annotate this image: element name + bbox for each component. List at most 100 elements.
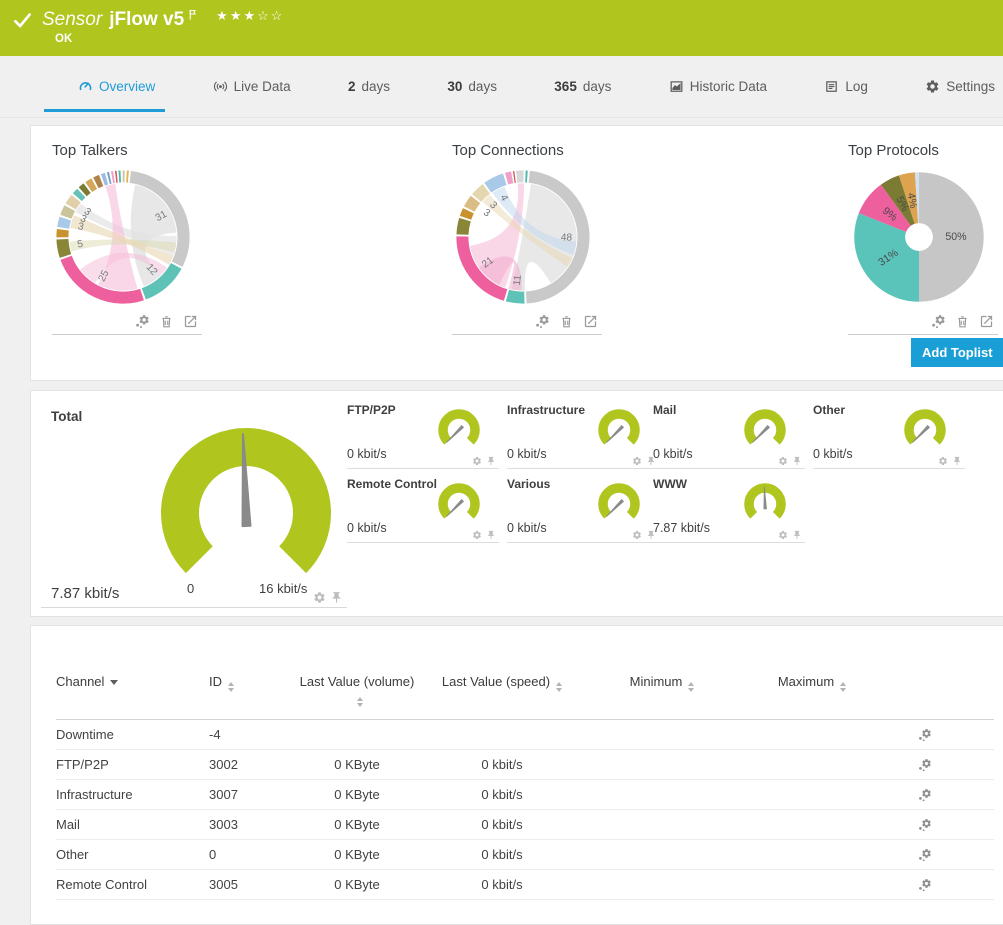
cell-max bbox=[737, 840, 887, 870]
priority-stars[interactable]: ★★★☆☆ bbox=[216, 8, 284, 24]
edit-gear-icon[interactable] bbox=[135, 314, 150, 329]
gear-icon[interactable] bbox=[938, 456, 948, 466]
column-header-last-value-volume-[interactable]: Last Value (volume) bbox=[297, 670, 417, 720]
ring-segment bbox=[462, 220, 465, 235]
cell-id: 3007 bbox=[209, 780, 297, 810]
add-toplist-button[interactable]: Add Toplist bbox=[911, 338, 1003, 367]
gauge-icon bbox=[78, 79, 93, 94]
cell-channel: Mail bbox=[56, 810, 209, 840]
tab-label: days bbox=[468, 79, 497, 94]
open-external-icon[interactable] bbox=[583, 314, 598, 329]
gauge-value: 0 kbit/s bbox=[347, 447, 387, 461]
gear-icon[interactable] bbox=[472, 530, 482, 540]
gauge-value: 0 kbit/s bbox=[347, 521, 387, 535]
channel-settings-gear-icon[interactable] bbox=[918, 878, 932, 892]
ring-segment bbox=[83, 188, 87, 192]
edit-gear-icon[interactable] bbox=[931, 314, 946, 329]
channel-settings-gear-icon[interactable] bbox=[918, 848, 932, 862]
gear-icon[interactable] bbox=[778, 456, 788, 466]
channel-settings-gear-icon[interactable] bbox=[918, 788, 932, 802]
gear-icon[interactable] bbox=[632, 530, 642, 540]
open-external-icon[interactable] bbox=[183, 314, 198, 329]
tab-overview[interactable]: Overview bbox=[72, 56, 161, 117]
gauge-cell-icons bbox=[472, 456, 496, 466]
ring-segment bbox=[507, 177, 513, 178]
status-badge: OK bbox=[55, 33, 72, 45]
column-header-last-value-speed-[interactable]: Last Value (speed) bbox=[417, 670, 587, 720]
cell-volume: 0 KByte bbox=[297, 750, 417, 780]
cell-speed bbox=[417, 720, 587, 750]
tab-label: Log bbox=[845, 79, 868, 94]
gauge-arc bbox=[909, 414, 941, 441]
sensor-kind-label: Sensor bbox=[42, 9, 102, 31]
pin-icon[interactable] bbox=[330, 591, 343, 604]
tab-historic-data[interactable]: Historic Data bbox=[663, 56, 773, 117]
channel-gauge bbox=[433, 404, 485, 454]
channel-gauge bbox=[593, 404, 645, 454]
gauge-value: 0 kbit/s bbox=[507, 521, 547, 535]
channel-settings-gear-icon[interactable] bbox=[918, 758, 932, 772]
gauge-label: Other bbox=[813, 403, 845, 417]
delete-icon[interactable] bbox=[159, 314, 174, 329]
pin-icon[interactable] bbox=[952, 456, 962, 466]
pin-icon[interactable] bbox=[486, 530, 496, 540]
sort-icon bbox=[228, 682, 234, 692]
pin-icon[interactable] bbox=[486, 456, 496, 466]
ring-segment bbox=[469, 199, 475, 209]
tab-label: Historic Data bbox=[690, 79, 767, 94]
cell-speed: 0 kbit/s bbox=[417, 750, 587, 780]
gear-icon[interactable] bbox=[313, 591, 326, 604]
delete-icon[interactable] bbox=[955, 314, 970, 329]
tab-log[interactable]: Log bbox=[818, 56, 874, 117]
gauge-label: Various bbox=[507, 477, 550, 491]
sensor-header: Sensor jFlow v5 ★★★☆☆ OK bbox=[0, 0, 1003, 56]
sensor-title: jFlow v5 bbox=[109, 9, 184, 31]
top-protocols-chart[interactable]: 50%31%9%5%4% bbox=[845, 163, 993, 311]
gear-icon[interactable] bbox=[632, 456, 642, 466]
cell-volume: 0 KByte bbox=[297, 840, 417, 870]
column-header-maximum[interactable]: Maximum bbox=[737, 670, 887, 720]
ring-segment bbox=[63, 219, 65, 228]
gauge-value: 0 kbit/s bbox=[653, 447, 693, 461]
column-header-id[interactable]: ID bbox=[209, 670, 297, 720]
gauge-cell-icons bbox=[778, 530, 802, 540]
delete-icon[interactable] bbox=[559, 314, 574, 329]
cell-channel: Downtime bbox=[56, 720, 209, 750]
cell-volume: 0 KByte bbox=[297, 780, 417, 810]
open-external-icon[interactable] bbox=[979, 314, 994, 329]
cell-id: 3003 bbox=[209, 810, 297, 840]
column-header-minimum[interactable]: Minimum bbox=[587, 670, 737, 720]
channel-settings-gear-icon[interactable] bbox=[918, 818, 932, 832]
segment-value-label: 48 bbox=[561, 232, 573, 243]
priority-flag-icon[interactable] bbox=[187, 8, 200, 21]
gauge-value: 0 kbit/s bbox=[507, 447, 547, 461]
gauge-cell-icons bbox=[472, 530, 496, 540]
cell-min bbox=[587, 720, 737, 750]
gauge-value: 7.87 kbit/s bbox=[653, 521, 710, 535]
tab-settings[interactable]: Settings bbox=[919, 56, 1001, 117]
ring-segment bbox=[89, 184, 95, 187]
sort-icon bbox=[357, 697, 363, 707]
column-header-channel[interactable]: Channel bbox=[56, 670, 209, 720]
tab-30-days[interactable]: 30 days bbox=[441, 56, 503, 117]
channel-settings-gear-icon[interactable] bbox=[918, 728, 932, 742]
ring-segment bbox=[466, 211, 469, 218]
cell-max bbox=[737, 810, 887, 840]
gear-icon[interactable] bbox=[472, 456, 482, 466]
segment-value-label: 11 bbox=[512, 274, 524, 286]
tab-live-data[interactable]: Live Data bbox=[207, 56, 297, 117]
pin-icon[interactable] bbox=[792, 456, 802, 466]
tab-number: 30 bbox=[447, 79, 462, 94]
pin-icon[interactable] bbox=[792, 530, 802, 540]
gear-icon[interactable] bbox=[778, 530, 788, 540]
edit-gear-icon[interactable] bbox=[535, 314, 550, 329]
